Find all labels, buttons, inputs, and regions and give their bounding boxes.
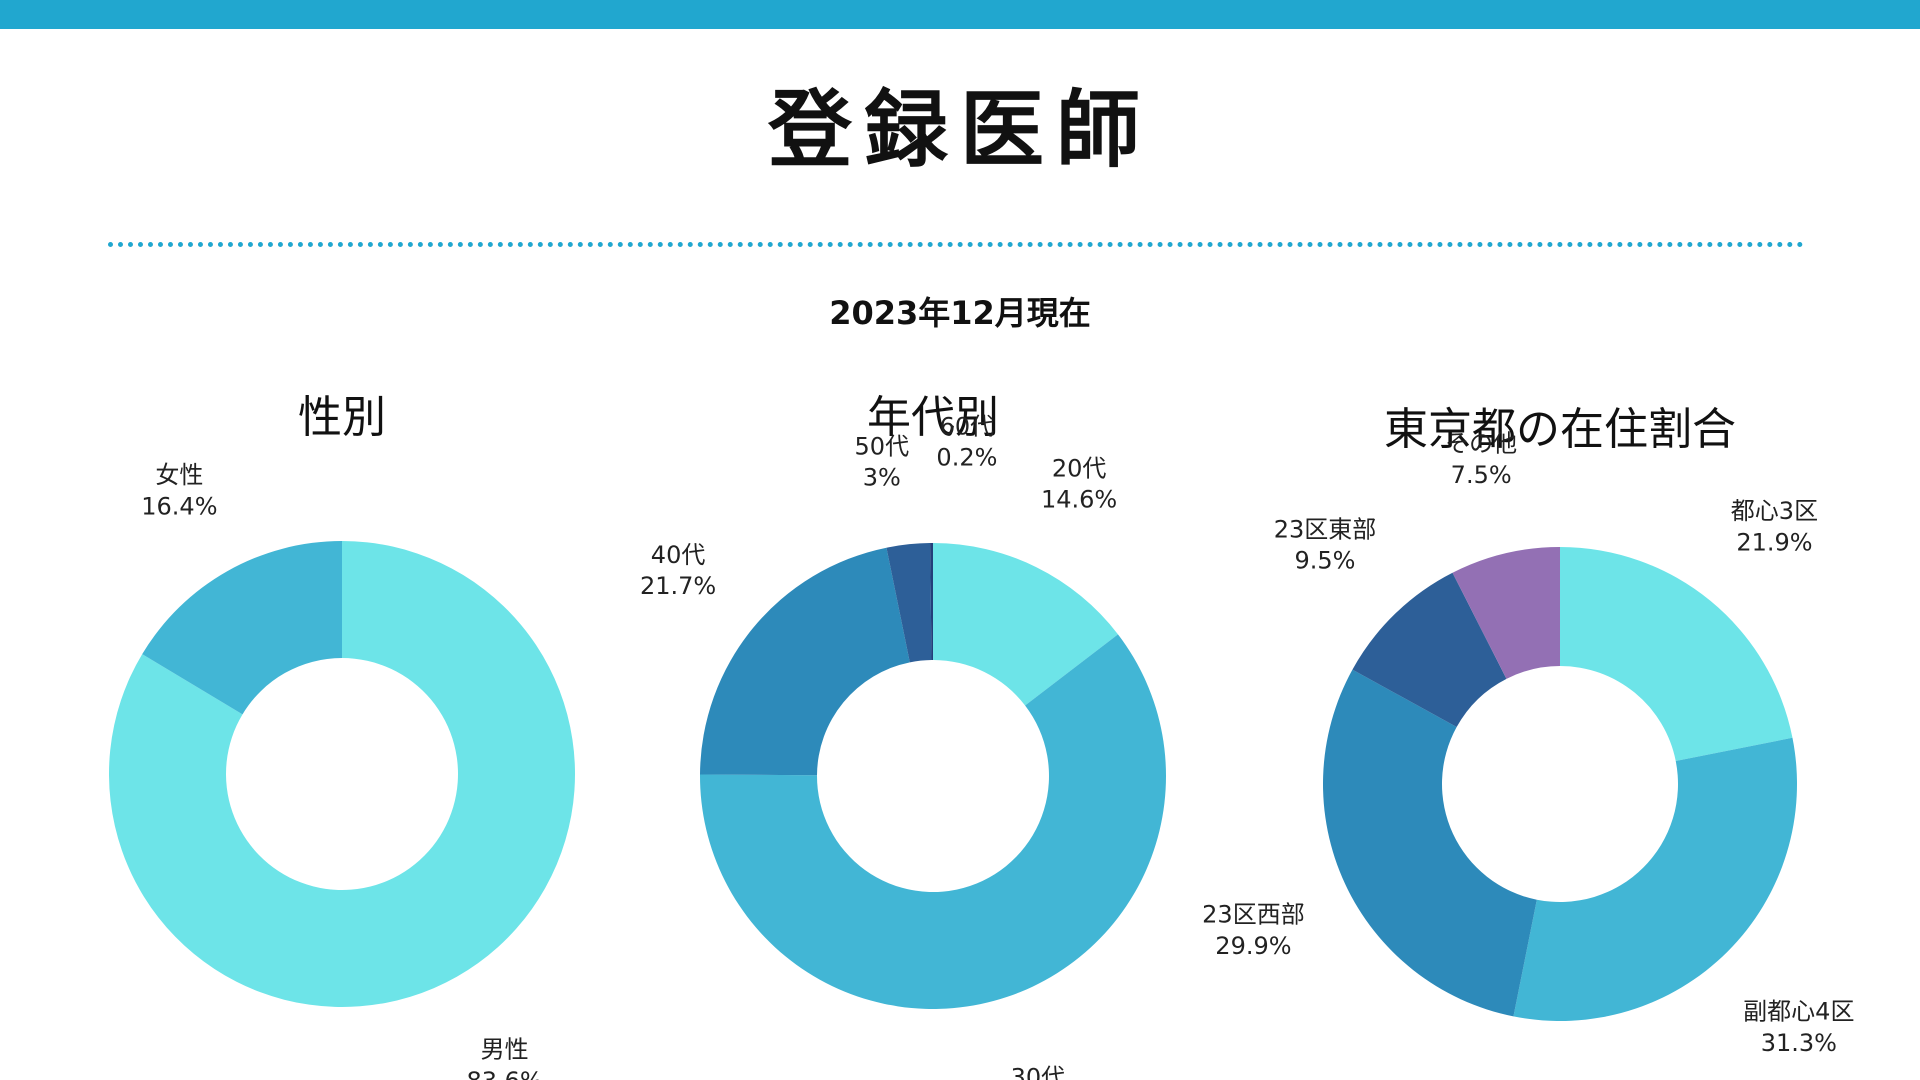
donut-slice-2 bbox=[1513, 737, 1797, 1021]
chart-title: 年代別 bbox=[867, 392, 999, 443]
slice-label: 40代 21.7% bbox=[640, 541, 716, 600]
chart-title: 性別 bbox=[298, 392, 386, 443]
slice-label: 20代 14.6% bbox=[1041, 455, 1117, 514]
donut-slice-5 bbox=[930, 543, 933, 661]
chart-title: 東京都の在住割合 bbox=[1384, 404, 1736, 455]
donut-slice-2 bbox=[700, 634, 1166, 1010]
donut-slice-1 bbox=[108, 541, 575, 1007]
donut-slice-1 bbox=[1560, 547, 1793, 762]
top-accent-bar bbox=[0, 0, 1920, 29]
donut-slice-5 bbox=[1452, 547, 1560, 679]
slice-label: 50代 3% bbox=[855, 432, 910, 491]
slice-label: 男性83.6% bbox=[466, 1036, 542, 1080]
donut-slice-4 bbox=[886, 543, 932, 663]
dotted-divider bbox=[108, 242, 1804, 247]
donut-slice-2 bbox=[142, 541, 342, 715]
page-title: 登録医師 bbox=[767, 81, 1152, 179]
slice-label: 女性 16.4% bbox=[141, 461, 217, 520]
slice-label: 副都心4区 31.3% bbox=[1743, 998, 1854, 1057]
slice-label: 30代60.5% bbox=[1000, 1063, 1076, 1080]
donut-slice-3 bbox=[700, 547, 910, 776]
slice-label: 23区西部 29.9% bbox=[1202, 901, 1305, 960]
donut-slice-3 bbox=[1323, 669, 1537, 1017]
donut-slice-4 bbox=[1352, 572, 1507, 728]
slice-label: 60代 0.2% bbox=[936, 412, 997, 471]
date-subtitle: 2023年12月現在 bbox=[829, 294, 1091, 332]
donut-slice-1 bbox=[933, 543, 1118, 706]
slice-label: 都心3区 21.9% bbox=[1731, 497, 1818, 556]
slice-label: 23区東部 9.5% bbox=[1274, 515, 1377, 574]
slice-label: その他 7.5% bbox=[1445, 430, 1517, 489]
